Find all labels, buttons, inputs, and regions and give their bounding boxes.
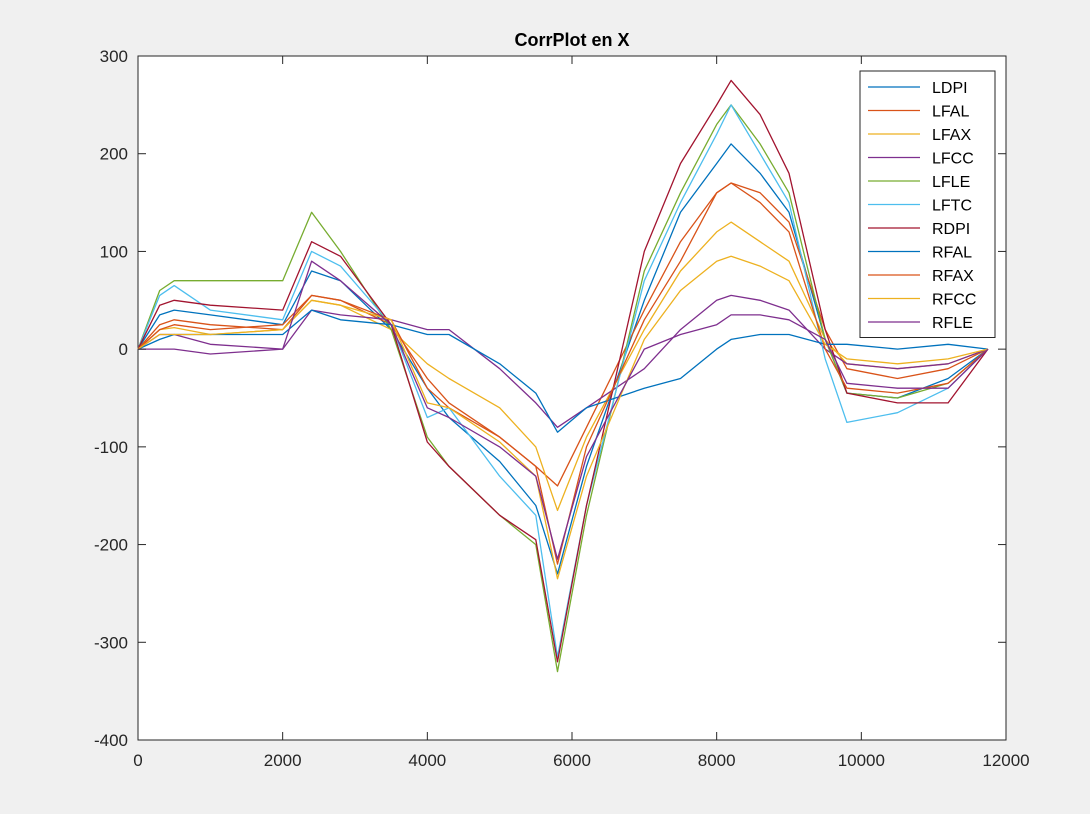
y-tick-label: 300 bbox=[100, 47, 128, 66]
y-tick-label: -300 bbox=[94, 633, 128, 652]
legend-label-rfal: RFAL bbox=[932, 245, 972, 262]
chart-title: CorrPlot en X bbox=[514, 30, 629, 50]
y-tick-label: -400 bbox=[94, 731, 128, 750]
legend-label-lfax: LFAX bbox=[932, 127, 971, 144]
x-tick-label: 12000 bbox=[982, 751, 1029, 770]
legend-label-ldpi: LDPI bbox=[932, 80, 968, 97]
legend[interactable]: LDPI LFAL LFAX LFCC LFLE LFTC RDPI RFAL RFAX RFCC… bbox=[859, 70, 996, 338]
legend-label-rfax: RFAX bbox=[932, 268, 974, 285]
series-line-rfax bbox=[137, 182, 989, 565]
y-tick-label: 0 bbox=[119, 340, 128, 359]
series-line-rfle bbox=[138, 260, 989, 560]
x-tick-label: 10000 bbox=[838, 751, 885, 770]
x-tick-label: 6000 bbox=[553, 751, 591, 770]
legend-label-rfcc: RFCC bbox=[932, 292, 976, 309]
y-tick-label: 200 bbox=[100, 145, 128, 164]
series-line-rdpi bbox=[137, 79, 989, 663]
legend-label-lfal: LFAL bbox=[932, 104, 969, 121]
legend-label-rfle: RFLE bbox=[932, 315, 973, 332]
y-tick-label: 100 bbox=[100, 242, 128, 261]
series-line-rfcc bbox=[137, 255, 989, 580]
axis-layer: 0 2000 4000 6000 8000 10000 12000 300 200 100 0 -10… bbox=[94, 47, 1030, 770]
legend-label-rdpi: RDPI bbox=[932, 221, 970, 238]
series-layer bbox=[137, 79, 989, 673]
x-tick-label: 2000 bbox=[264, 751, 302, 770]
series-line-lftc bbox=[137, 104, 989, 658]
x-tick-label: 8000 bbox=[698, 751, 736, 770]
y-tick-label: -200 bbox=[94, 536, 128, 555]
legend-label-lfcc: LFCC bbox=[932, 151, 974, 168]
legend-label-lfle: LFLE bbox=[932, 174, 970, 191]
legend-label-lftc: LFTC bbox=[932, 198, 972, 215]
y-tick-label: -100 bbox=[94, 438, 128, 457]
x-tick-label: 4000 bbox=[408, 751, 446, 770]
x-tick-label: 0 bbox=[133, 751, 142, 770]
